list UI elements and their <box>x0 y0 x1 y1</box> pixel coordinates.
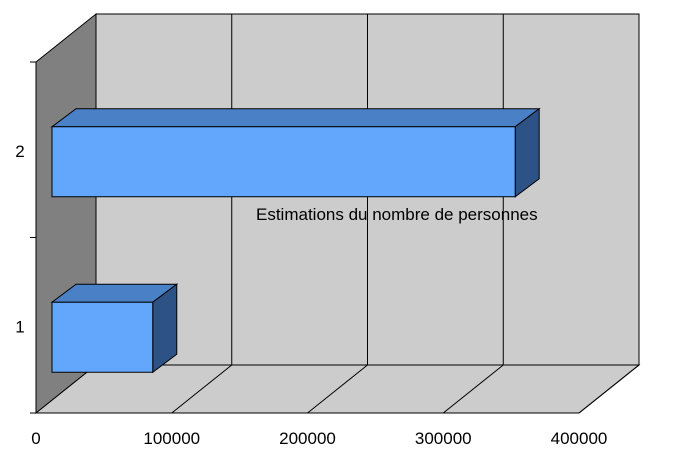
bar-front <box>51 126 516 198</box>
x-tick-labels: 0 100000 200000 300000 400000 <box>31 429 607 448</box>
x-tick-label: 300000 <box>415 429 472 448</box>
y-tick-labels: 12 <box>15 142 24 337</box>
floor-gridline <box>307 364 368 414</box>
floor-gridline <box>442 364 504 414</box>
x-tick-label: 400000 <box>551 429 608 448</box>
x-tick-label: 0 <box>31 429 40 448</box>
x-tick-label: 100000 <box>143 429 200 448</box>
bars <box>50 107 541 374</box>
floor-gridline <box>171 364 233 414</box>
axes <box>30 61 579 414</box>
chart-annotation: Estimations du nombre de personnes <box>256 205 538 224</box>
bar-front <box>51 301 154 373</box>
y-tick-label: 2 <box>15 142 24 161</box>
x-tick-label: 200000 <box>279 429 336 448</box>
bar-2 <box>50 107 541 198</box>
y-tick-label: 1 <box>15 317 24 336</box>
bar-top <box>50 108 541 128</box>
floor-gridline <box>578 364 640 414</box>
bar-1 <box>50 283 179 374</box>
